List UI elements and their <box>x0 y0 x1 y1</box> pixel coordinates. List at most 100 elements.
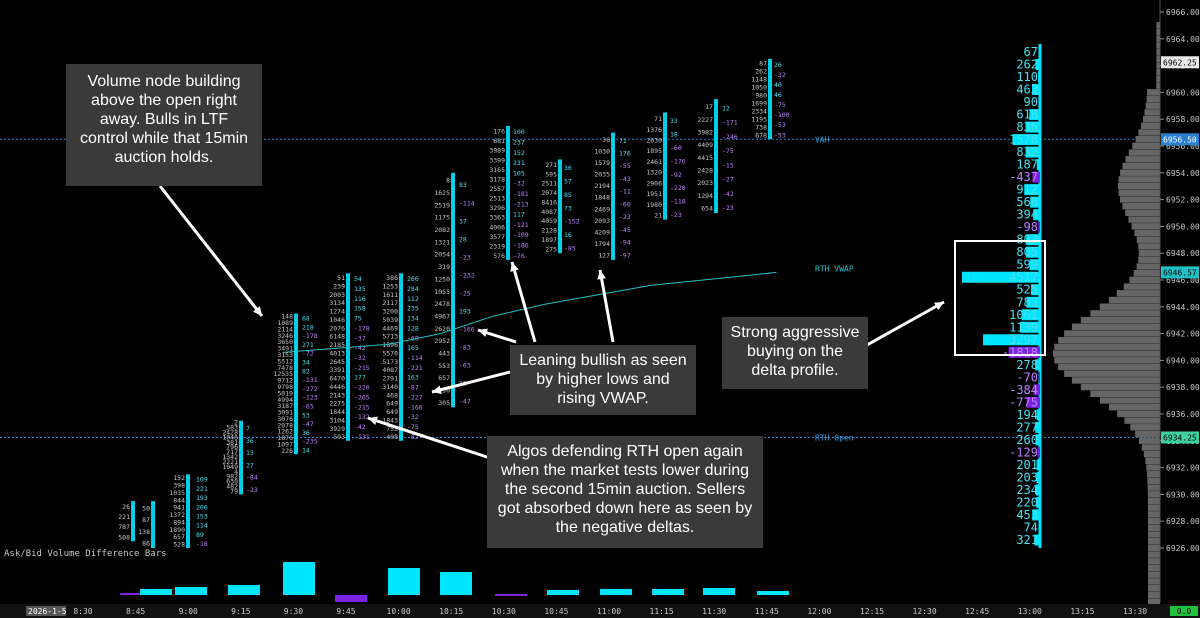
cell-10:30b-6: -181 <box>513 190 529 198</box>
delta-label-16: 805 <box>1016 245 1038 259</box>
profile-bar-56 <box>1131 223 1160 230</box>
profile-bar-79 <box>1156 69 1160 76</box>
profile-bar-75 <box>1146 95 1160 103</box>
profile-bar-51 <box>1138 256 1160 263</box>
delta-bar-34 <box>1036 471 1040 483</box>
profile-bar-26 <box>1130 424 1160 431</box>
cell-10:15b-7: 193 <box>459 308 471 316</box>
cell-10:30-10: 4006 <box>489 223 505 231</box>
cell-11:30b-6: -42 <box>722 190 734 198</box>
time-tick-10:15: 10:15 <box>439 607 463 616</box>
date-text: 2026-1-5 <box>28 607 67 616</box>
cell-10:15b-2: 37 <box>459 217 467 225</box>
cell-9:45b-14: -132 <box>354 413 370 421</box>
delta-label-22: 1139 <box>1009 320 1038 334</box>
profile-bar-66 <box>1125 156 1160 163</box>
profile-bar-35 <box>1058 363 1160 371</box>
delta-label-13: 394 <box>1016 208 1038 222</box>
cell-9:15-0: 2 <box>234 419 238 427</box>
cell-10:15b-1: -114 <box>459 199 475 207</box>
arrow-lean-3-head <box>510 262 519 272</box>
cell-10:30b-7: -213 <box>513 200 529 208</box>
cell-10:00-17: 1843 <box>382 416 398 424</box>
profile-bar-21 <box>1145 457 1160 464</box>
profile-bar-2 <box>1148 584 1160 592</box>
cell-11:15-5: 1320 <box>646 169 662 177</box>
cell-11:15b-7: -23 <box>670 211 682 219</box>
profile-bar-73 <box>1144 109 1160 116</box>
cell-9:30b-15: 14 <box>302 446 310 454</box>
cell-10:15-16: 657 <box>438 374 450 382</box>
delta-label-21: 1061 <box>1009 308 1038 322</box>
profile-bar-37 <box>1052 350 1160 357</box>
cell-9:45-13: 4446 <box>329 383 345 391</box>
cell-9:15-5: 796 <box>226 443 238 451</box>
profile-bar-8 <box>1147 544 1160 552</box>
cell-10:30b-4: 105 <box>513 169 525 177</box>
delta-bar-9 <box>1036 159 1040 171</box>
profile-bar-18 <box>1147 477 1160 485</box>
cell-9:45b-5: -178 <box>354 324 370 332</box>
delta-label-39: 321 <box>1016 533 1038 547</box>
arrow-lean-4 <box>598 269 615 343</box>
time-tick-11:30: 11:30 <box>702 607 726 616</box>
cell-10:30b-12: -76 <box>513 252 525 260</box>
volume-difference-bars: 4000 <box>120 562 1185 602</box>
arrow-lean-4-head <box>597 270 606 280</box>
cell-10:15-2: 2519 <box>434 201 450 209</box>
cell-11:15-9: 21 <box>654 212 662 220</box>
cell-10:30b-9: -121 <box>513 221 529 229</box>
cell-9:30-5: 3491 <box>277 345 293 353</box>
profile-bar-17 <box>1147 484 1160 491</box>
axis-tick-label: 6950.00 <box>1166 222 1200 231</box>
bar-10:00-body <box>399 273 403 441</box>
profile-bar-3 <box>1148 578 1160 585</box>
last-price-tag <box>1161 56 1199 69</box>
cell-9:30-18: 1262 <box>277 428 293 436</box>
cell-9:30b-3: 271 <box>302 341 314 349</box>
profile-bar-20 <box>1146 464 1160 471</box>
cell-9:30-15: 3091 <box>277 409 293 417</box>
profile-bar-50 <box>1136 263 1160 270</box>
profile-bar-39 <box>1058 337 1160 344</box>
cell-11:45-5: 1699 <box>751 100 767 108</box>
cell-11:45-2: 1148 <box>751 75 767 83</box>
profile-bar-0 <box>1148 598 1160 605</box>
delta-label-29: 194 <box>1016 408 1038 422</box>
cell-10:00b-12: -227 <box>407 393 423 401</box>
profile-bar-29 <box>1108 404 1160 411</box>
cell-10:00b-4: 134 <box>407 315 419 323</box>
cell-8:30-2: 787 <box>118 523 130 531</box>
delta-label-28: -775 <box>1009 395 1038 409</box>
cell-9:00-6: 894 <box>173 518 185 526</box>
cell-11:30-1: 2227 <box>697 116 713 124</box>
volbar-9:00 <box>175 587 207 595</box>
cell-9:15-3: 1046 <box>222 433 238 441</box>
cell-9:45-12: 6470 <box>329 375 345 383</box>
profile-bar-71 <box>1140 122 1160 129</box>
delta-bar-11 <box>1024 184 1040 196</box>
cell-10:00b-1: 284 <box>407 285 419 293</box>
delta-bar-39 <box>1034 534 1040 546</box>
time-tick-9:45: 9:45 <box>336 607 355 616</box>
axis-bg <box>1160 0 1200 603</box>
delta-label-37: 453 <box>1016 508 1038 522</box>
cell-9:30b-8: -272 <box>302 385 318 393</box>
cell-11:15b-6: -118 <box>670 198 686 206</box>
cell-11:45-4: 980 <box>755 91 767 99</box>
profile-bar-45 <box>1108 296 1160 304</box>
profile-bar-30 <box>1099 397 1160 404</box>
cell-11:45b-5: -100 <box>774 111 790 119</box>
time-tick-13:00: 13:00 <box>1018 607 1042 616</box>
cell-10:00b-9: -221 <box>407 364 423 372</box>
profile-bar-28 <box>1117 410 1160 418</box>
profile-bar-43 <box>1090 310 1160 317</box>
time-tick-13:30: 13:30 <box>1123 607 1147 616</box>
cell-10:45-6: 4059 <box>541 217 557 225</box>
profile-bar-59 <box>1122 203 1160 210</box>
cell-9:15-9: 1049 <box>222 463 238 471</box>
cell-9:45b-10: 177 <box>354 374 366 382</box>
delta-label-9: 187 <box>1016 158 1038 172</box>
cell-9:00-4: 941 <box>173 504 185 512</box>
delta-bar-30 <box>1035 421 1040 433</box>
